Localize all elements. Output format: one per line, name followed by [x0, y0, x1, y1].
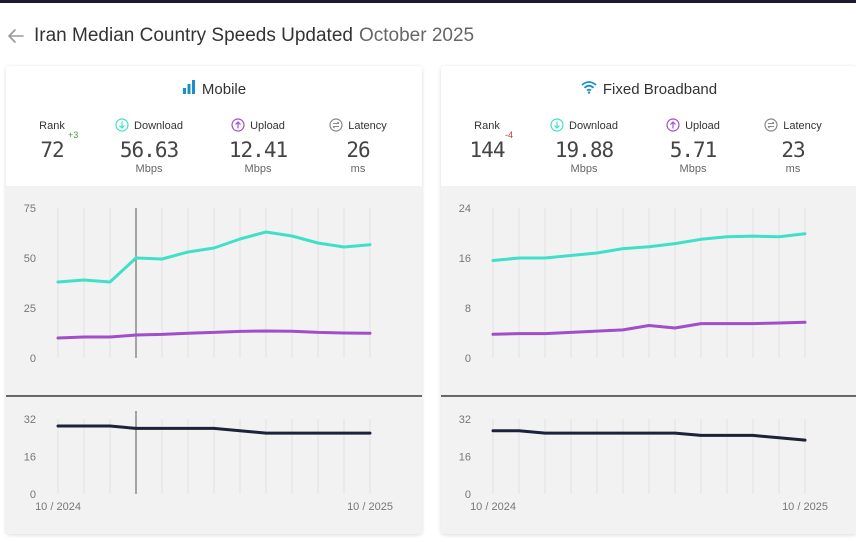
download-stat: Download 19.88 Mbps — [539, 117, 629, 175]
download-unit: Mbps — [135, 163, 163, 175]
latency-y-tick-label: 16 — [459, 452, 471, 464]
speed-y-tick-label: 25 — [24, 303, 36, 315]
latency-gauge-icon — [329, 117, 343, 135]
upload-unit: Mbps — [244, 163, 272, 175]
latency-y-tick-label: 32 — [24, 414, 36, 426]
upload-stat: Upload 5.71 Mbps — [653, 117, 733, 175]
title-text: Iran Median Country Speeds Updated — [34, 25, 353, 46]
panel-title-text: Mobile — [201, 80, 247, 98]
title-date: October 2025 — [358, 25, 475, 46]
download-label: Download — [104, 117, 194, 135]
signal-bars-icon — [182, 80, 196, 98]
panel-title: Mobile — [6, 80, 422, 98]
download-label-text: Download — [134, 120, 183, 132]
download-line — [56, 230, 372, 284]
top-bar — [0, 0, 856, 3]
latency-unit: ms — [350, 163, 366, 175]
upload-label: Upload — [218, 117, 298, 135]
upload-label: Upload — [653, 117, 733, 135]
upload-stat: Upload 12.41 Mbps — [218, 117, 298, 175]
download-arrow-icon — [550, 117, 564, 135]
download-value: 56.63 — [119, 138, 179, 162]
download-arrow-icon — [115, 117, 129, 135]
latency-label-text: Latency — [783, 120, 822, 132]
x-tick-label-end: 10 / 2025 — [782, 501, 828, 513]
back-arrow-icon[interactable] — [6, 26, 26, 46]
speed-y-tick-label: 0 — [465, 353, 471, 365]
latency-gauge-icon — [764, 117, 778, 135]
latency-value: 26 — [346, 138, 370, 162]
upload-label-text: Upload — [250, 120, 285, 132]
upload-label-text: Upload — [685, 120, 720, 132]
download-line — [491, 232, 807, 262]
latency-label: Latency — [320, 117, 396, 135]
upload-unit: Mbps — [679, 163, 707, 175]
speed-y-tick-label: 75 — [24, 203, 36, 215]
x-tick-label-start: 10 / 2024 — [35, 501, 81, 513]
rank-stat: Rank 72 — [34, 118, 70, 162]
speed-y-tick-label: 24 — [459, 203, 471, 215]
latency-y-tick-label: 32 — [459, 414, 471, 426]
fixed-broadband-chart[interactable]: 0 8 16 24 0 16 32 10 / 2024 10 / 2025 — [441, 186, 856, 534]
upload-value: 12.41 — [228, 138, 288, 162]
download-value: 19.88 — [554, 138, 614, 162]
upload-line — [491, 320, 807, 336]
rank-change: +3 — [68, 130, 79, 140]
latency-label: Latency — [755, 117, 831, 135]
latency-y-tick-label: 0 — [465, 489, 471, 501]
latency-stat: Latency 26 ms — [320, 117, 396, 175]
rank-value: 72 — [40, 138, 64, 162]
rank-label: Rank — [39, 120, 65, 132]
latency-value: 23 — [781, 138, 805, 162]
mobile-panel: Mobile Rank 72 +3 Download 56.63 Mbps Up… — [6, 66, 422, 534]
speed-y-tick-label: 8 — [465, 303, 471, 315]
latency-y-tick-label: 16 — [24, 452, 36, 464]
upload-line — [56, 329, 372, 340]
latency-line — [56, 424, 372, 435]
page-header: Iran Median Country Speeds Updated Octobe… — [6, 22, 474, 50]
mobile-chart-svg[interactable]: 0 25 50 75 0 16 32 10 / 2024 10 / 2025 — [6, 186, 422, 534]
x-tick-label-end: 10 / 2025 — [347, 501, 393, 513]
upload-value: 5.71 — [669, 138, 718, 162]
latency-stat: Latency 23 ms — [755, 117, 831, 175]
upload-arrow-icon — [231, 117, 245, 135]
fixed-broadband-panel: Fixed Broadband Rank 144 -4 Download 19.… — [441, 66, 856, 534]
upload-arrow-icon — [666, 117, 680, 135]
latency-y-tick-label: 0 — [30, 489, 36, 501]
download-unit: Mbps — [570, 163, 598, 175]
latency-label-text: Latency — [348, 120, 387, 132]
rank-stat: Rank 144 — [469, 118, 506, 162]
panel-title: Fixed Broadband — [441, 80, 856, 98]
wifi-icon — [581, 80, 597, 98]
download-label-text: Download — [569, 120, 618, 132]
mobile-chart[interactable]: 0 25 50 75 0 16 32 10 / 2024 10 / 2025 — [6, 186, 422, 534]
page-title: Iran Median Country Speeds Updated Octobe… — [34, 25, 474, 47]
download-label: Download — [539, 117, 629, 135]
latency-line — [491, 429, 807, 442]
fixed-chart-svg[interactable]: 0 8 16 24 0 16 32 10 / 2024 10 / 2025 — [441, 186, 856, 534]
rank-change: -4 — [505, 130, 514, 140]
download-stat: Download 56.63 Mbps — [104, 117, 194, 175]
panel-title-text: Fixed Broadband — [602, 80, 718, 98]
x-tick-label-start: 10 / 2024 — [470, 501, 516, 513]
speed-y-tick-label: 50 — [24, 253, 36, 265]
rank-value: 144 — [469, 138, 506, 162]
speed-y-tick-label: 16 — [459, 253, 471, 265]
speed-y-tick-label: 0 — [30, 353, 36, 365]
latency-unit: ms — [785, 163, 801, 175]
rank-label: Rank — [474, 120, 500, 132]
